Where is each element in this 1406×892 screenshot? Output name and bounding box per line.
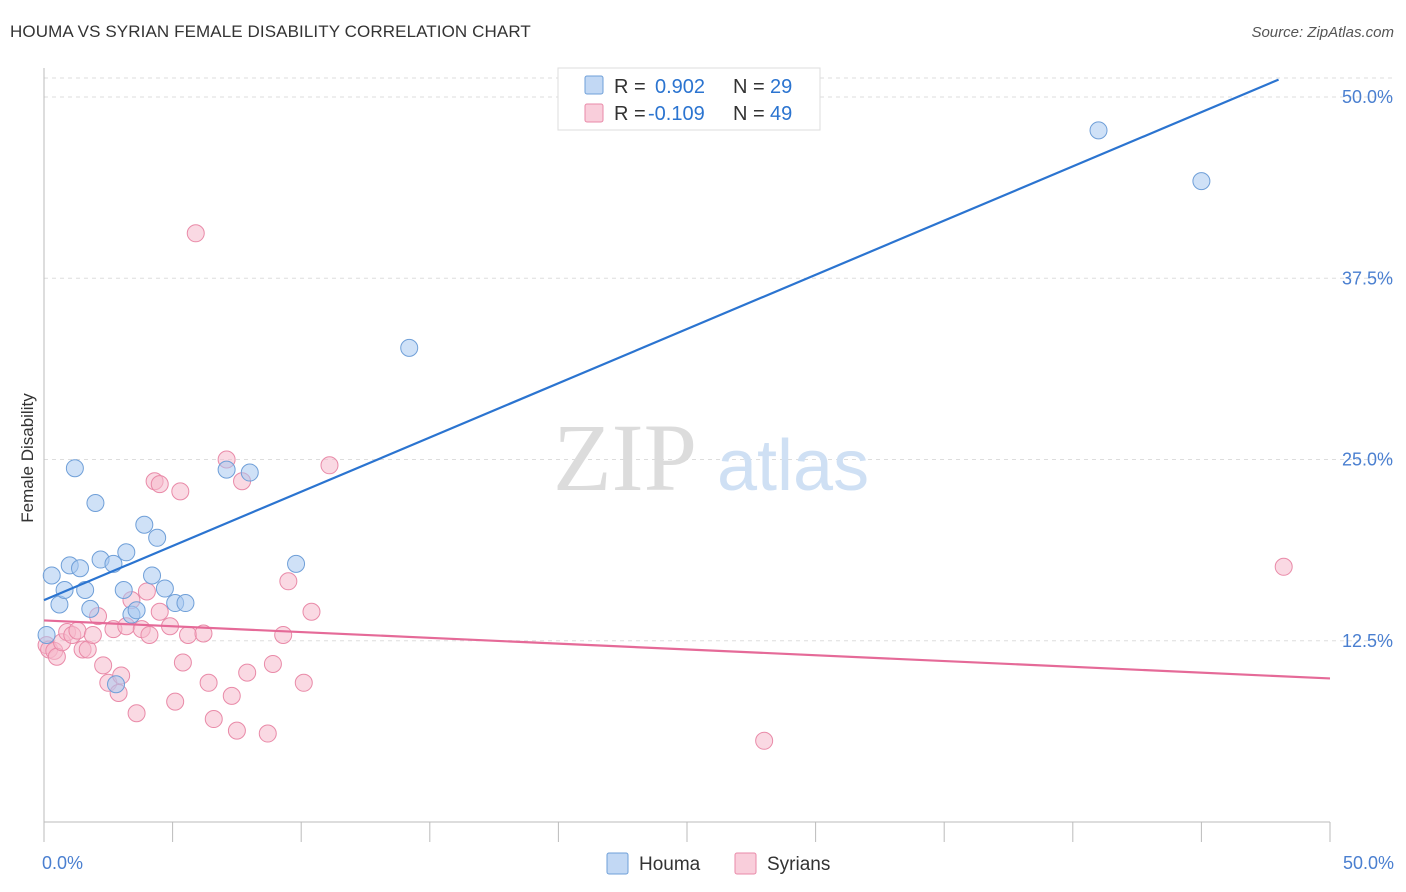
watermark-zip: ZIP [553,404,697,511]
syrians-point [179,625,198,644]
stats-legend: R = 0.902 N = 29 R = -0.109 N = 49 [557,67,821,131]
houma-point [176,594,195,613]
houma-point [127,601,146,620]
syrians-point [186,224,205,243]
houma-point [135,515,154,534]
legend-r-value-houma: 0.902 [655,76,705,98]
y-tick-label: 50.0% [1342,87,1393,107]
houma-point [287,554,306,573]
houma-point [240,463,259,482]
syrians-points [37,224,1293,750]
syrians-point [227,721,246,740]
syrians-point [1274,557,1293,576]
houma-point [71,559,90,578]
gridlines [44,77,1395,642]
syrians-point [320,456,339,475]
syrians-point [150,475,169,494]
y-axis-tick-labels: 12.5% 25.0% 37.5% 50.0% [1342,87,1393,651]
legend-n-label-houma: N = [733,76,765,98]
houma-point [114,581,133,599]
y-tick-label: 37.5% [1342,268,1393,288]
syrians-point [83,625,102,644]
syrians-point [204,710,223,729]
legend-swatch-houma [584,75,604,95]
houma-point [81,599,100,618]
syrians-point [279,572,298,591]
houma-point [107,675,126,694]
houma-point [155,579,174,598]
houma-points [37,121,1211,694]
syrians-point [166,692,185,711]
legend-swatch-syrians [584,103,604,123]
syrians-point [150,602,169,621]
houma-point [1089,121,1108,140]
legend-n-value-syrians: 49 [770,103,792,125]
bottom-legend-swatch-houma [606,852,629,875]
legend-r-label-houma: R = [614,76,646,98]
syrians-point [222,686,241,705]
legend-r-label-syrians: R = [614,103,646,125]
x-tick-label: 0.0% [42,853,83,873]
houma-point [143,566,162,585]
houma-trendline [43,78,1279,602]
syrians-point [68,621,87,640]
bottom-legend-swatch-syrians [734,852,757,875]
bottom-legend: Houma Syrians [606,852,830,875]
syrians-point [238,663,257,682]
legend-n-value-houma: 29 [770,76,792,98]
syrians-point [94,656,113,675]
chart-title: HOUMA VS SYRIAN FEMALE DISABILITY CORREL… [10,22,531,41]
legend-n-label-syrians: N = [733,103,765,125]
syrians-point [294,673,313,692]
syrians-point [302,602,321,621]
houma-point [1192,172,1211,191]
syrians-point [194,624,213,643]
houma-point [65,459,84,478]
syrians-point [171,482,190,501]
x-tick-label: 50.0% [1343,853,1394,873]
y-axis-title: Female Disability [18,393,37,523]
syrians-point [127,704,146,723]
bottom-legend-label-syrians: Syrians [767,854,830,875]
syrians-trendline [43,619,1331,680]
y-tick-label: 12.5% [1342,631,1393,651]
syrians-point [755,731,774,750]
houma-point [86,494,105,512]
houma-point [37,625,56,644]
houma-point [217,460,236,479]
bottom-legend-label-houma: Houma [639,854,701,875]
syrians-point [137,582,156,601]
syrians-point [140,625,159,644]
watermark: ZIP atlas [553,404,869,511]
legend-r-value-syrians: -0.109 [648,103,705,125]
syrians-point [263,654,282,673]
syrians-point [173,653,192,672]
syrians-point [199,673,218,692]
watermark-atlas: atlas [717,426,869,506]
houma-point [42,566,61,585]
trendlines [43,78,1331,680]
source-label: Source: ZipAtlas.com [1251,24,1394,41]
houma-point [76,581,95,599]
syrians-point [258,724,277,743]
houma-point [117,543,136,562]
houma-point [400,338,419,357]
x-axis-ticks [43,822,1331,842]
y-tick-label: 25.0% [1342,450,1393,470]
houma-point [148,528,167,547]
x-axis-tick-labels: 0.0% 50.0% [42,853,1394,873]
syrians-point [274,625,293,644]
